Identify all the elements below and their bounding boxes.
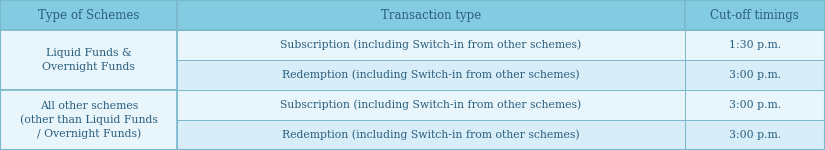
Text: Transaction type: Transaction type	[381, 9, 481, 21]
Bar	[177, 120, 685, 150]
Bar	[685, 90, 825, 120]
Bar	[177, 60, 685, 90]
Text: Liquid Funds &
Overnight Funds: Liquid Funds & Overnight Funds	[42, 48, 135, 72]
Text: 3:00 p.m.: 3:00 p.m.	[728, 70, 781, 80]
Text: Subscription (including Switch-in from other schemes): Subscription (including Switch-in from o…	[280, 40, 582, 50]
Bar	[0, 0, 177, 30]
Text: 3:00 p.m.: 3:00 p.m.	[728, 130, 781, 140]
Text: All other schemes
(other than Liquid Funds
/ Overnight Funds): All other schemes (other than Liquid Fun…	[20, 101, 158, 139]
Text: 3:00 p.m.: 3:00 p.m.	[728, 100, 781, 110]
Bar	[685, 60, 825, 90]
Bar	[177, 0, 685, 30]
Bar	[685, 120, 825, 150]
Text: 1:30 p.m.: 1:30 p.m.	[728, 40, 781, 50]
Text: Redemption (including Switch-in from other schemes): Redemption (including Switch-in from oth…	[282, 70, 580, 80]
Text: Subscription (including Switch-in from other schemes): Subscription (including Switch-in from o…	[280, 100, 582, 110]
Bar	[177, 30, 685, 60]
Text: Redemption (including Switch-in from other schemes): Redemption (including Switch-in from oth…	[282, 130, 580, 140]
Text: Cut-off timings: Cut-off timings	[710, 9, 799, 21]
Bar	[0, 90, 177, 150]
Bar	[0, 30, 177, 90]
Text: Type of Schemes: Type of Schemes	[38, 9, 139, 21]
Bar	[685, 30, 825, 60]
Bar	[685, 0, 825, 30]
Bar	[177, 90, 685, 120]
